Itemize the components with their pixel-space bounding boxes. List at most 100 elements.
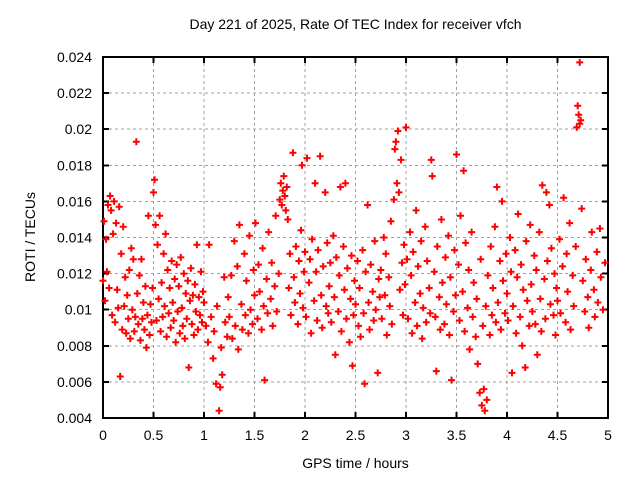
data-point-marker [295,257,303,265]
data-point-marker [584,293,592,301]
data-point-marker [292,243,300,250]
data-point-marker [109,230,117,238]
data-point-marker [438,279,446,287]
data-point-marker [541,315,549,323]
data-point-marker [153,317,160,324]
data-point-marker [107,206,115,214]
data-point-marker [263,275,271,283]
data-point-marker [412,206,420,214]
data-point-marker [546,300,554,308]
data-point-marker [348,252,355,260]
data-point-marker [174,308,182,315]
data-point-marker [228,335,236,343]
data-point-marker [400,241,408,249]
data-point-marker [531,320,539,328]
data-point-marker [164,266,172,274]
data-point-marker [291,299,299,306]
data-point-marker [119,223,127,231]
data-point-marker [522,237,530,245]
data-point-marker [451,246,458,254]
data-point-marker [421,223,429,231]
data-point-marker [209,354,217,362]
data-point-marker [365,299,373,306]
data-points [99,58,609,415]
data-point-marker [550,311,557,319]
data-point-marker [124,315,132,323]
data-point-marker [559,262,566,270]
data-point-marker [579,277,587,285]
data-point-marker [238,326,246,334]
data-point-marker [457,212,464,220]
data-point-marker [387,217,395,225]
data-point-marker [213,302,221,310]
data-point-marker [282,206,290,214]
data-point-marker [140,326,148,334]
data-point-marker [159,313,167,321]
data-point-marker [110,197,118,205]
data-point-marker [205,241,213,249]
data-point-marker [418,335,426,343]
data-point-marker [477,255,485,263]
data-point-marker [512,329,520,337]
data-point-marker [487,243,495,250]
data-point-marker [343,264,351,272]
data-point-marker [199,288,207,296]
data-point-marker [247,306,254,314]
data-point-marker [533,351,541,359]
x-axis-label: GPS time / hours [302,455,409,471]
data-point-marker [355,322,362,330]
data-point-marker [193,241,201,249]
data-point-marker [102,235,110,243]
y-tick-label: 0.018 [57,157,92,173]
data-point-marker [231,322,239,330]
data-point-marker [501,309,509,317]
data-point-marker [290,273,298,281]
data-point-marker [190,331,198,339]
data-point-marker [575,111,583,119]
data-point-marker [223,333,231,341]
data-point-marker [176,329,184,337]
data-point-marker [289,149,297,157]
data-point-marker [459,288,467,296]
data-point-marker [132,138,140,146]
data-point-marker [129,255,137,263]
data-point-marker [141,282,149,290]
data-point-marker [371,237,379,245]
data-point-marker [230,237,238,245]
data-point-marker [118,326,126,334]
data-point-marker [369,288,377,296]
data-point-marker [398,259,406,267]
data-point-marker [517,261,525,269]
data-point-marker [326,259,334,267]
data-point-marker [152,221,159,229]
data-point-marker [234,345,242,353]
data-point-marker [380,234,388,241]
data-point-marker [435,293,443,301]
data-point-marker [241,311,249,319]
data-point-marker [321,188,329,196]
data-point-marker [264,309,272,317]
x-tick-label: 5 [604,427,612,443]
data-point-marker [258,326,266,334]
data-point-marker [588,228,596,236]
data-point-marker [483,396,491,404]
data-point-marker [155,295,163,303]
data-point-marker [469,313,477,321]
data-point-marker [204,338,212,346]
data-point-marker [128,306,136,314]
data-point-marker [406,228,414,236]
data-point-marker [573,123,581,131]
data-point-marker [181,335,189,343]
data-point-marker [370,317,378,324]
data-point-marker [267,295,275,303]
data-point-marker [383,331,391,339]
data-point-marker [493,183,501,191]
data-point-marker [551,270,558,278]
data-point-marker [278,201,286,209]
data-point-marker [536,295,544,303]
data-point-marker [157,327,165,335]
data-point-marker [294,320,302,328]
data-point-marker [332,253,340,261]
data-point-marker [105,284,113,292]
data-point-marker [115,203,123,211]
